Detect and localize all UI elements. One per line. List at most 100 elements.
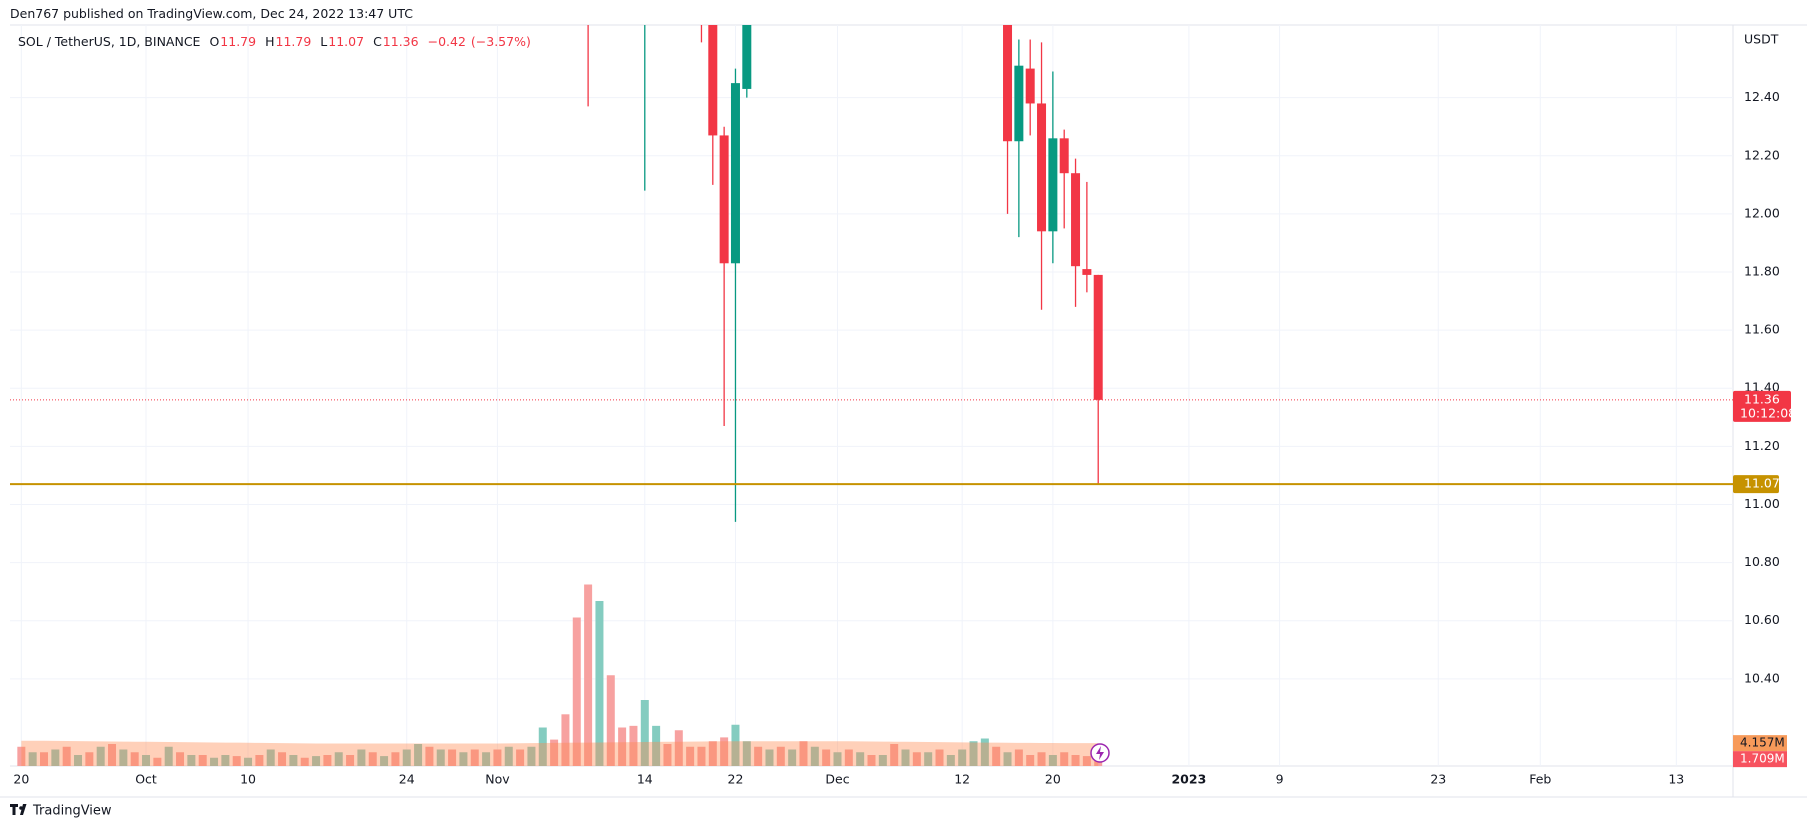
volume-bar [346,755,355,766]
volume-bar [28,752,37,766]
volume-bar [1003,752,1012,766]
volume-bar [289,755,298,766]
candle-body [742,25,752,89]
x-tick-label: 22 [728,772,744,787]
volume-bar [935,749,944,766]
candle-body [1048,138,1058,232]
x-tick-label: 13 [1668,772,1684,787]
y-tick-label: 12.40 [1744,89,1780,104]
x-tick-label: 9 [1276,772,1284,787]
publish-header: Den767 published on TradingView.com, Dec… [10,6,413,21]
y-tick-label: 11.20 [1744,438,1780,453]
volume-bar [742,741,751,766]
volume-bar [210,757,219,766]
volume-bar [572,617,581,766]
x-tick-label: Dec [825,772,849,787]
volume-bar [221,755,230,766]
axes: USDT 10.4010.6010.8011.0011.2011.4011.60… [13,32,1796,787]
y-tick-label: 10.60 [1744,612,1780,627]
volume-bar [1026,755,1035,766]
volume-bar [482,752,491,766]
volume-bar [176,752,185,766]
last-price-box [1733,390,1791,422]
volume-bar [334,752,343,766]
volume-bar [856,752,865,766]
ohlc-value: 11.07 [328,34,365,49]
volume-bar [810,746,819,766]
volume-bar [754,746,763,766]
x-tick-label: 2023 [1171,772,1206,787]
last-price-label: 11.36 [1744,391,1780,406]
brand-name: TradingView [32,804,112,819]
volume-ma-box [1733,735,1787,752]
volume-bar [618,727,627,766]
volume-bar [1082,756,1091,766]
volume-bar [153,757,162,766]
volume-bar [606,675,615,766]
symbol-title: SOL / TetherUS, 1D, BINANCE [18,34,201,49]
volume-bar [686,746,695,766]
hline-price-box [1733,475,1779,494]
ohlc-key: O [209,34,220,49]
volume-bar [1071,755,1080,766]
y-tick-label: 11.60 [1744,322,1780,337]
volume-bar [516,749,525,766]
volume-bar [96,746,105,766]
volume-bar [550,739,559,766]
volume-bar [414,744,423,766]
volume-bar [368,752,377,766]
volume-bar [255,755,264,766]
volume-bar [278,752,287,766]
volume-bar [402,749,411,766]
volume-bar [980,738,989,766]
candle-body [1003,25,1013,142]
volume-bar [890,744,899,766]
realtime-icon [1090,743,1110,763]
y-tick-label: 11.80 [1744,264,1780,279]
volume-bar [1037,752,1046,766]
ohlc-value: 11.79 [220,34,257,49]
hline-price-label: 11.07 [1744,476,1780,491]
volume-bar [946,755,955,766]
y-tick-label: 12.20 [1744,147,1780,162]
y-tick-label: 10.40 [1744,670,1780,685]
volume-bar [1048,755,1057,766]
candle-body [1014,65,1024,142]
volume-last-box [1733,751,1787,768]
volume-bar [198,755,207,766]
legend: SOL / TetherUS, 1D, BINANCE O11.79 H11.79 L… [18,34,536,49]
volume-bar [765,749,774,766]
candle-body [1093,274,1103,400]
ohlc-value: 11.36 [382,34,419,49]
volume-bar [958,749,967,766]
volume-last-label: 1.709M [1740,752,1785,766]
volume-bar [40,752,49,766]
volume-bar [436,749,445,766]
volume-bar [300,757,309,766]
volume-bar [232,756,241,766]
volume-bar [595,601,604,766]
x-tick-label: 23 [1430,772,1446,787]
volume-bar [844,749,853,766]
volume-bar [652,725,661,766]
volume-bar [584,584,593,766]
x-tick-label: Feb [1529,772,1551,787]
volume-bar [312,756,321,766]
x-tick-label: 20 [1045,772,1061,787]
volume-bar [380,756,389,766]
volume-bar [51,749,60,766]
volume-bar [527,746,536,766]
volume-bar [901,749,910,766]
x-tick-label: 12 [954,772,970,787]
volume-bar [142,755,151,766]
volume-bar [357,749,366,766]
currency-label: USDT [1744,32,1779,47]
volume-bar [788,749,797,766]
countdown-label: 10:12:08 [1740,405,1796,420]
volume-bar [674,730,683,766]
x-tick-label: 14 [637,772,653,787]
volume-bar [323,755,332,766]
x-tick-label: 10 [240,772,256,787]
volume-bar [538,727,547,766]
